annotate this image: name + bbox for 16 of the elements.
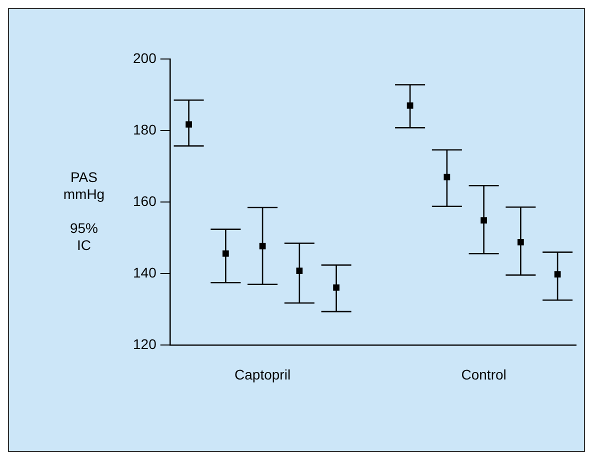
point [333, 284, 340, 291]
point [186, 121, 192, 128]
point [518, 238, 524, 246]
y-tick-label: 120 [133, 336, 157, 352]
y-tick-label: 180 [133, 121, 157, 138]
x-tick-label: Captopril [234, 366, 291, 382]
y-tick-label: 200 [133, 50, 157, 66]
x-tick-label: Control [461, 366, 506, 382]
text: PAS mmHg 95% IC [63, 169, 105, 253]
point [259, 242, 266, 250]
point [480, 217, 487, 224]
y-tick-label: 140 [133, 264, 157, 281]
point [554, 271, 561, 278]
point [296, 268, 303, 274]
y-tick-label: 160 [133, 192, 157, 209]
point [222, 250, 229, 257]
